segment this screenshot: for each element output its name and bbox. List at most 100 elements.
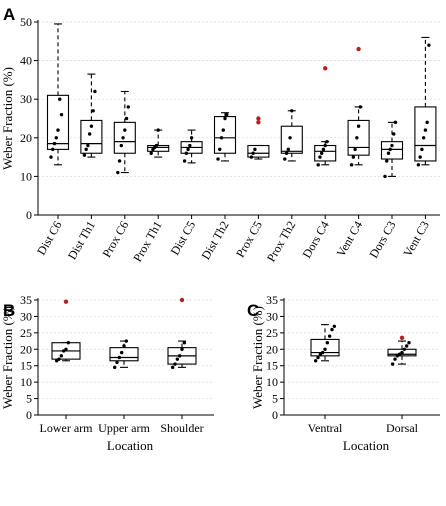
panel-a-data-point xyxy=(91,109,95,113)
panel-a-outlier-point xyxy=(256,116,261,121)
panel-a-x-tick-label: Vent C3 xyxy=(400,219,432,260)
panel-a-outlier-point xyxy=(323,66,328,71)
panel-a-data-point xyxy=(286,147,290,152)
panel-a-data-point xyxy=(218,147,222,152)
panel-a-data-point xyxy=(392,132,396,136)
panel-a-box-group xyxy=(280,109,303,162)
panel-b-data-point xyxy=(122,344,126,348)
panel-a-data-point xyxy=(393,120,398,125)
panel-a-data-point xyxy=(84,147,88,152)
panel-a-box-group xyxy=(180,129,203,164)
panel-c-data-point xyxy=(390,362,395,366)
panel-a-box xyxy=(113,121,136,154)
panel-a-box xyxy=(380,141,404,160)
panel-a-data-point xyxy=(420,147,424,152)
panel-b-y-tick-label: 15 xyxy=(20,359,32,373)
panel-a-data-point xyxy=(355,136,359,140)
panel-a-data-point xyxy=(86,143,90,148)
panel-c-y-tick-label: 30 xyxy=(266,309,278,323)
panel-a-data-point xyxy=(116,170,120,175)
panel-a-data-point xyxy=(416,163,421,167)
panel-c-data-point xyxy=(332,324,337,328)
panel-a-letter: A xyxy=(3,5,15,24)
panel-a-y-tick-label: 0 xyxy=(26,208,32,222)
panel-a-data-point xyxy=(388,147,392,152)
panel-a-data-point xyxy=(119,143,124,148)
panel-a-x-tick-label: Dist Th1 xyxy=(65,219,98,262)
panel-a-data-point xyxy=(425,120,429,125)
panel-b-data-point xyxy=(115,360,119,365)
panel-c-data-point xyxy=(400,350,404,355)
panel-a-data-point xyxy=(216,157,220,161)
panel-c-y-tick-label: 25 xyxy=(266,326,278,340)
panel-b-x-tick-label: Lower arm xyxy=(40,421,94,435)
panel-a-box-group xyxy=(46,23,70,166)
panel-a-data-point xyxy=(89,124,94,128)
panel-a-y-tick-label: 20 xyxy=(20,131,32,145)
panel-c-data-point xyxy=(407,341,411,345)
panel-a-x-tick-label: Vent C4 xyxy=(334,219,366,260)
panel-c-data-point xyxy=(325,341,330,345)
panel-b-y-axis-label: Weber Fraction (%) xyxy=(0,306,15,409)
panel-a-data-point xyxy=(356,124,361,128)
panel-b-x-tick-label: Upper arm xyxy=(98,421,150,435)
panel-a-data-point xyxy=(418,155,422,159)
panel-a-data-point xyxy=(221,128,225,132)
panel-b-y-tick-label: 5 xyxy=(26,392,32,406)
panel-a-data-point xyxy=(123,128,127,132)
panel-b-data-point xyxy=(170,365,175,370)
panel-a-data-point xyxy=(149,151,153,155)
panel-a-box xyxy=(247,144,270,158)
panel-c-data-point xyxy=(402,347,407,351)
panel-a-data-point xyxy=(318,155,322,159)
panel-b-data-point xyxy=(64,347,68,351)
panel-a-y-tick-label: 40 xyxy=(20,54,32,68)
panel-b-data-point xyxy=(112,365,117,370)
panel-a-box xyxy=(280,125,303,154)
panel-a-data-point xyxy=(249,155,254,159)
panel-a-x-tick-label: Dist Th2 xyxy=(198,219,231,262)
panel-a-data-point xyxy=(189,136,194,140)
panel-a-data-point xyxy=(358,105,363,109)
panel-a-data-point xyxy=(117,159,122,163)
panel-a-data-point xyxy=(52,141,57,146)
panel-c-box-group xyxy=(387,335,417,366)
panel-a-box-group xyxy=(213,112,237,162)
panel-a-data-point xyxy=(51,147,55,152)
panel-b-y-tick-label: 20 xyxy=(20,342,32,356)
panel-b-box xyxy=(109,347,139,362)
panel-b-data-point xyxy=(180,347,184,351)
panel-a-data-point xyxy=(186,147,190,152)
panel-a-data-point xyxy=(284,151,289,155)
panel-a-data-point xyxy=(283,157,287,161)
panel-c-data-point xyxy=(320,350,325,355)
panel-a-y-tick-label: 50 xyxy=(20,15,32,29)
panel-b-data-point xyxy=(66,341,71,345)
panel-a-data-point xyxy=(353,147,357,152)
panel-c-x-axis-label: Location xyxy=(343,438,390,453)
panel-a-data-point xyxy=(321,147,326,152)
panel-a-data-point xyxy=(390,143,394,148)
panel-a-data-point xyxy=(182,159,187,163)
panel-a-data-point xyxy=(320,151,324,155)
panel-a-data-point xyxy=(188,143,192,148)
panel-a-data-point xyxy=(121,136,125,140)
panel-a-box-group xyxy=(380,120,404,179)
panel-c-y-tick-label: 20 xyxy=(266,342,278,356)
panel-a-box xyxy=(314,144,337,162)
panel-c-x-tick-label: Dorsal xyxy=(386,421,419,435)
panel-b-x-tick-label: Shoulder xyxy=(160,421,203,435)
panel-a-box-group xyxy=(80,73,103,158)
panel-b-outlier-point xyxy=(179,297,185,303)
panel-b-x-axis-label: Location xyxy=(107,438,154,453)
panel-b-data-point xyxy=(173,362,177,366)
panel-a-data-point xyxy=(124,116,129,121)
panel-a-data-point xyxy=(427,43,431,47)
panel-c-data-point xyxy=(313,359,318,363)
panel-b-box-group xyxy=(109,339,139,370)
panel-a-box-group xyxy=(247,116,270,160)
panel-b-chart: 0 5 10 15 20 25 30 35 Weber Fraction (%) Lower ar… xyxy=(0,293,214,453)
panel-a-data-point xyxy=(383,174,387,179)
